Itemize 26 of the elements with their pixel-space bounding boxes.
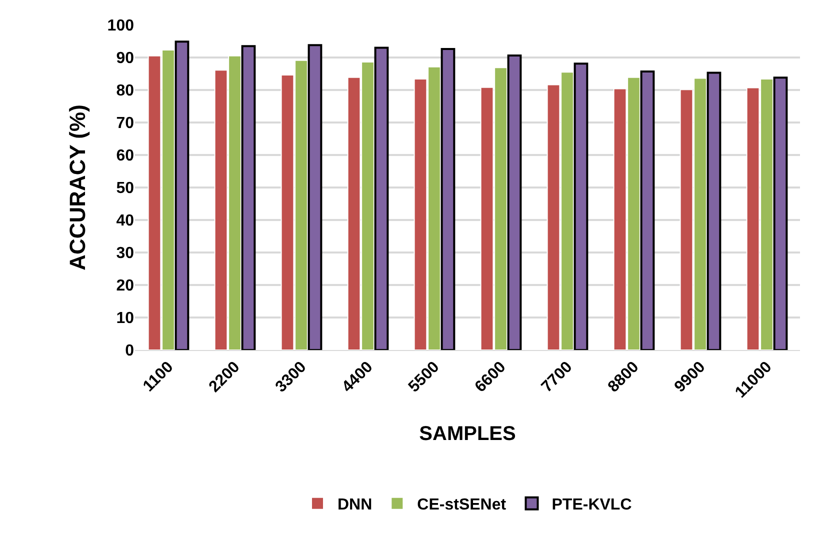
legend-label: CE-stSENet <box>417 496 507 514</box>
bar <box>507 54 522 350</box>
y-tick-label: 60 <box>116 148 134 165</box>
y-tick-label: 100 <box>107 18 134 35</box>
bar <box>773 76 788 350</box>
bar <box>574 62 588 350</box>
legend-label: DNN <box>338 496 372 514</box>
y-tick-label: 20 <box>116 278 134 295</box>
bar <box>706 72 722 350</box>
y-tick-label: 90 <box>116 50 134 68</box>
y-axis-title: ACCURACY (%) <box>65 104 90 270</box>
y-tick-label: 0 <box>125 342 134 360</box>
y-tick-label: 50 <box>116 180 134 198</box>
x-axis-title: SAMPLES <box>419 423 516 446</box>
y-tick-label: 30 <box>116 245 134 262</box>
legend-label: PTE-KVLC <box>552 496 632 514</box>
y-tick-label: 40 <box>116 212 134 230</box>
bar <box>174 40 190 350</box>
bar <box>640 70 655 350</box>
bar <box>440 48 456 350</box>
y-tick-label: 70 <box>116 115 134 132</box>
y-tick-label: 80 <box>116 82 134 100</box>
bar <box>374 46 389 350</box>
bar <box>241 45 256 350</box>
y-tick-label: 10 <box>116 310 134 328</box>
bar <box>308 44 322 350</box>
